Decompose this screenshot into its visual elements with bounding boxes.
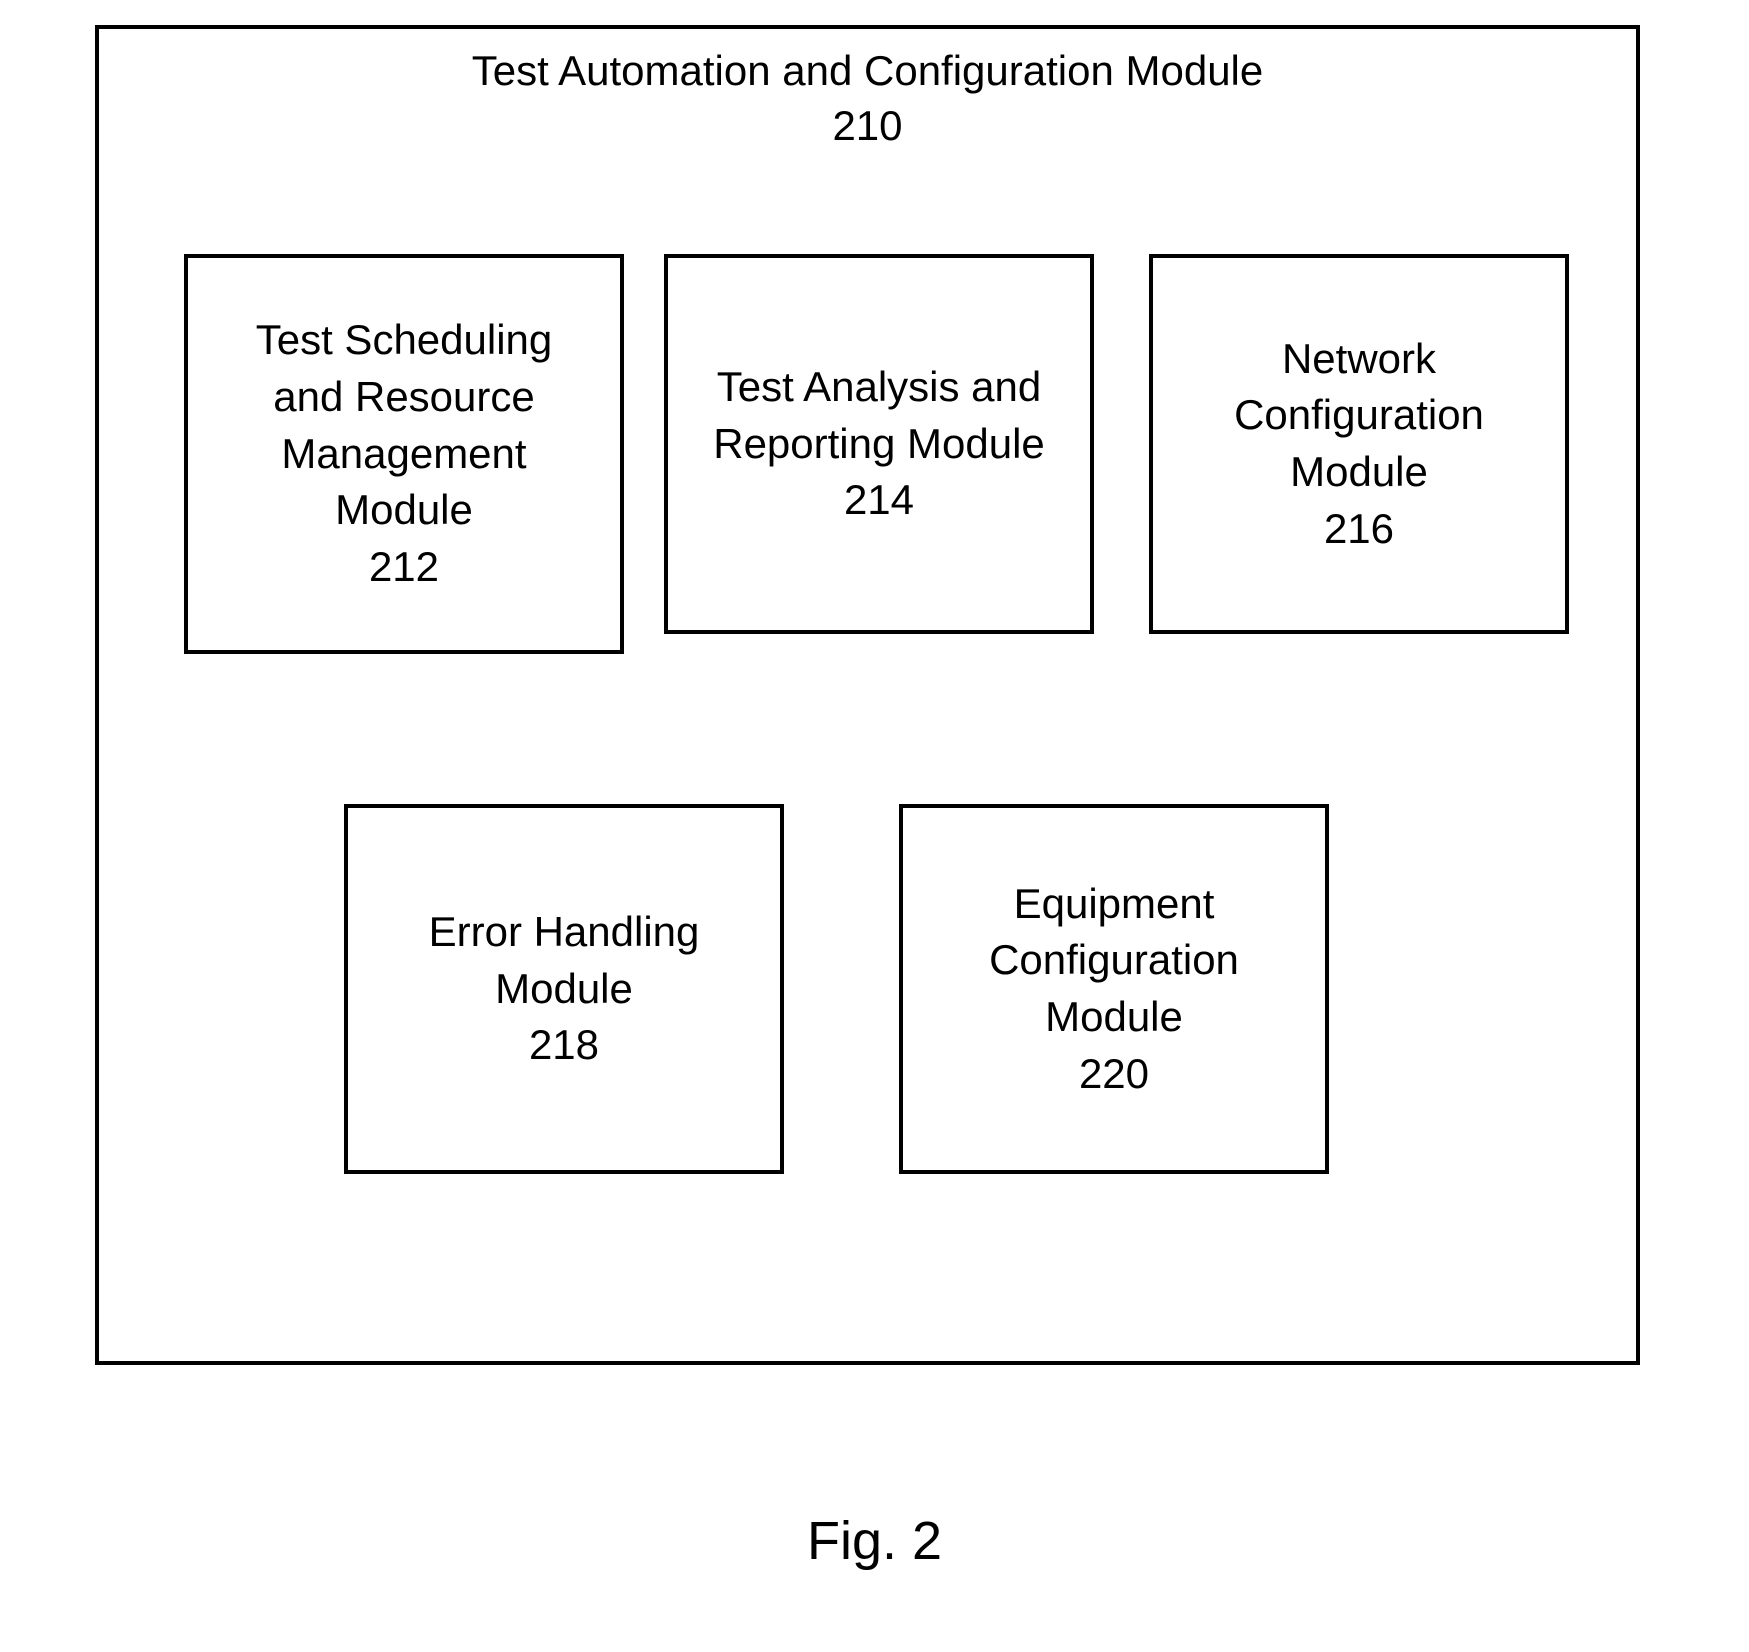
box-214: Test Analysis and Reporting Module 214 <box>664 254 1094 634</box>
box-214-line1: Test Analysis and <box>717 359 1042 416</box>
box-220-ref: 220 <box>1079 1046 1149 1103</box>
box-220: Equipment Configuration Module 220 <box>899 804 1329 1174</box>
box-218-line1: Error Handling <box>429 904 700 961</box>
box-216: Network Configuration Module 216 <box>1149 254 1569 634</box>
row-2: Error Handling Module 218 Equipment Conf… <box>99 804 1636 1184</box>
box-218: Error Handling Module 218 <box>344 804 784 1174</box>
box-216-line1: Network <box>1282 331 1436 388</box>
box-212-ref: 212 <box>369 539 439 596</box>
box-218-line2: Module <box>495 961 633 1018</box>
box-220-line3: Module <box>1045 989 1183 1046</box>
box-214-ref: 214 <box>844 472 914 529</box>
figure-label: Fig. 2 <box>0 1510 1749 1572</box>
module-ref: 210 <box>99 99 1636 154</box>
box-216-line3: Module <box>1290 444 1428 501</box>
box-212-line4: Module <box>335 482 473 539</box>
module-title: Test Automation and Configuration Module <box>99 29 1636 99</box>
box-220-line1: Equipment <box>1014 876 1215 933</box>
box-212: Test Scheduling and Resource Management … <box>184 254 624 654</box>
box-216-ref: 216 <box>1324 501 1394 558</box>
box-216-line2: Configuration <box>1234 387 1484 444</box>
box-220-line2: Configuration <box>989 932 1239 989</box>
row-1: Test Scheduling and Resource Management … <box>99 254 1636 654</box>
box-214-line2: Reporting Module <box>713 416 1045 473</box>
box-212-line1: Test Scheduling <box>256 312 553 369</box>
box-212-line2: and Resource <box>273 369 535 426</box>
box-212-line3: Management <box>281 426 526 483</box>
outer-module-box: Test Automation and Configuration Module… <box>95 25 1640 1365</box>
box-218-ref: 218 <box>529 1017 599 1074</box>
